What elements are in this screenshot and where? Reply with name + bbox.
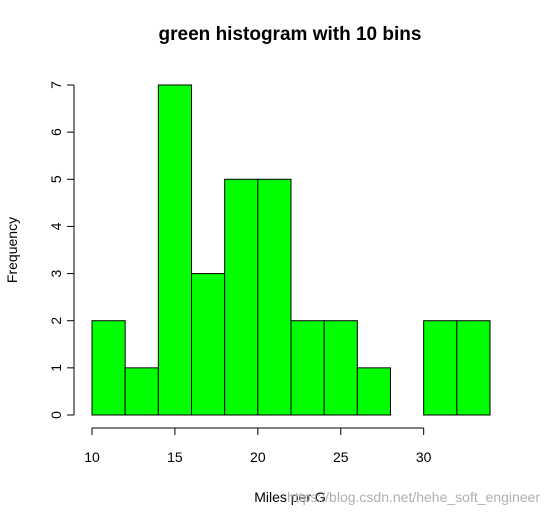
x-tick-label: 30 [416,449,432,465]
x-axis: 10 15 20 25 30 [84,427,432,465]
x-tick-label: 20 [250,449,266,465]
y-tick-label: 5 [48,175,64,183]
histogram-bar [356,367,392,416]
chart-title: green histogram with 10 bins [159,24,422,45]
histogram-bar [124,367,159,416]
y-tick-label: 1 [48,364,64,372]
histogram-bar [224,178,259,416]
y-tick-label: 4 [48,222,64,230]
x-tick-label: 10 [84,449,100,465]
histogram-bar [290,320,325,416]
y-tick-label: 3 [48,269,64,277]
y-tick-label: 0 [48,411,64,419]
y-axis: 0 1 2 3 4 5 6 7 [48,81,75,419]
y-tick-label: 2 [48,317,64,325]
histogram-bar [323,320,358,416]
x-tick-label: 15 [167,449,183,465]
y-tick-label: 7 [48,81,64,89]
x-tick-label: 25 [333,449,349,465]
histogram-bar [91,320,126,416]
y-axis-label: Frequency [4,217,20,283]
x-axis-label: Miles per G [254,489,326,505]
histogram-bar [191,273,226,416]
histogram-bar [257,178,292,416]
y-tick-label: 6 [48,128,64,136]
histogram-bar [423,320,458,416]
bars-group [91,84,491,416]
histogram-bar [456,320,491,416]
watermark-text: https://blog.csdn.net/hehe_soft_engineer [287,489,540,505]
histogram-bar [157,84,192,416]
